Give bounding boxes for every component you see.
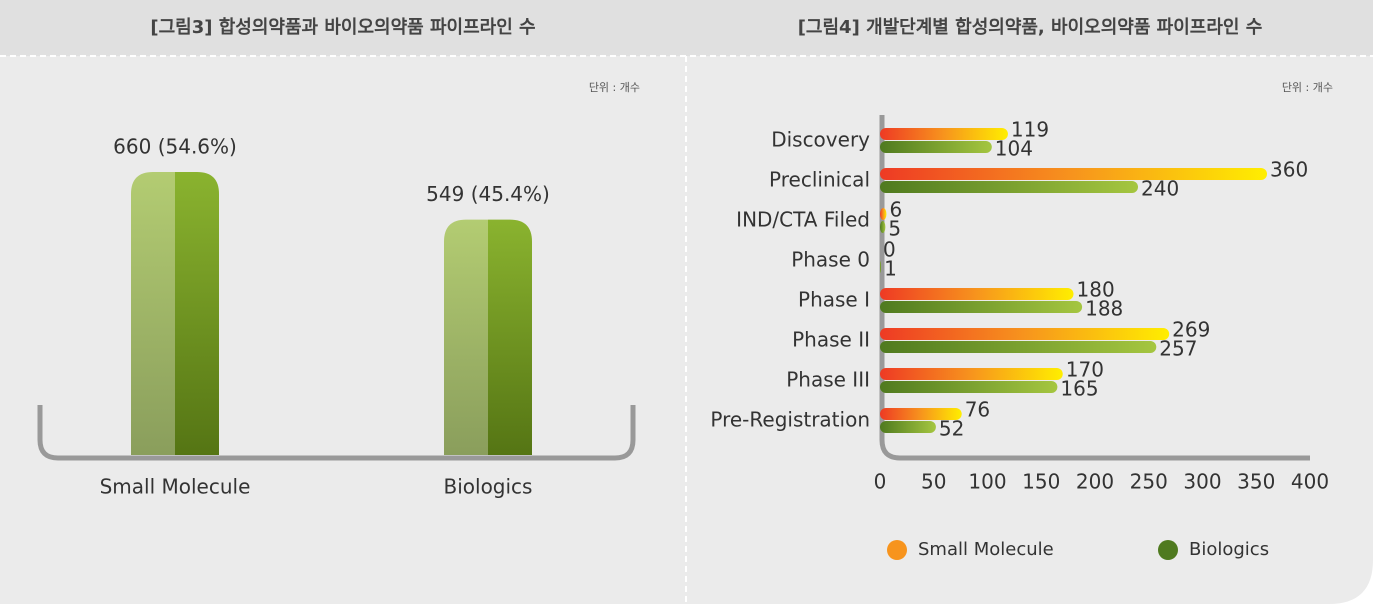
value-label: 1	[884, 257, 897, 281]
y-tick-label: Phase 0	[791, 248, 870, 272]
bar-part	[444, 219, 488, 455]
unit-label: 단위 : 개수	[1282, 81, 1333, 94]
tray	[37, 405, 636, 461]
legend-swatch	[887, 540, 907, 560]
bar	[880, 221, 886, 233]
unit-label: 단위 : 개수	[589, 81, 640, 94]
bar	[880, 328, 1170, 340]
chart-title: [그림4] 개발단계별 합성의약품, 바이오의약품 파이프라인 수	[798, 16, 1263, 38]
x-tick-label: 200	[1076, 470, 1114, 494]
x-tick-label: 100	[968, 470, 1006, 494]
bar	[880, 381, 1058, 393]
bar-part	[175, 172, 219, 455]
y-tick-label: IND/CTA Filed	[736, 208, 870, 232]
value-label: 119	[1011, 118, 1049, 142]
bar	[880, 421, 936, 433]
axis-line	[879, 115, 1310, 461]
legend-label: Biologics	[1189, 539, 1269, 560]
x-tick-label: Biologics	[444, 475, 533, 499]
value-label: 104	[995, 137, 1033, 161]
value-label: 360	[1270, 158, 1308, 182]
bar	[880, 128, 1008, 140]
x-tick-label: 300	[1183, 470, 1221, 494]
value-label: 240	[1141, 177, 1179, 201]
value-label: 180	[1077, 278, 1115, 302]
legend-swatch	[1158, 540, 1178, 560]
y-tick-label: Discovery	[771, 128, 870, 152]
bar	[880, 301, 1083, 313]
value-label: 660 (54.6%)	[113, 135, 237, 159]
value-label: 188	[1085, 297, 1123, 321]
bar	[880, 261, 882, 273]
bar	[444, 219, 532, 455]
bar	[880, 408, 962, 420]
x-tick-label: 400	[1291, 470, 1329, 494]
value-label: 269	[1172, 318, 1210, 342]
value-label: 0	[883, 238, 896, 262]
bar	[131, 172, 219, 455]
y-tick-label: Pre-Registration	[710, 408, 870, 432]
value-label: 76	[965, 398, 990, 422]
legend-label: Small Molecule	[918, 539, 1054, 560]
value-label: 6	[889, 198, 902, 222]
bar-part	[131, 172, 175, 455]
y-tick-label: Phase II	[792, 328, 870, 352]
bar	[880, 341, 1157, 353]
bar-part	[488, 219, 532, 455]
x-tick-label: 350	[1237, 470, 1275, 494]
value-label: 257	[1159, 337, 1197, 361]
value-label: 165	[1060, 377, 1098, 401]
x-tick-label: 50	[921, 470, 946, 494]
x-tick-label: 150	[1022, 470, 1060, 494]
bar	[880, 208, 887, 220]
value-label: 549 (45.4%)	[426, 182, 550, 206]
bar	[880, 141, 992, 153]
bar	[880, 181, 1138, 193]
bar	[880, 288, 1074, 300]
x-tick-label: 0	[874, 470, 887, 494]
y-tick-label: Preclinical	[769, 168, 870, 192]
y-tick-label: Phase I	[798, 288, 870, 312]
bar	[880, 168, 1267, 180]
bar	[880, 368, 1063, 380]
x-tick-label: Small Molecule	[100, 475, 251, 499]
value-label: 52	[939, 417, 964, 441]
chart-title: [그림3] 합성의약품과 바이오의약품 파이프라인 수	[150, 16, 535, 38]
header-band	[0, 0, 1373, 56]
x-tick-label: 250	[1130, 470, 1168, 494]
y-tick-label: Phase III	[786, 368, 870, 392]
value-label: 5	[888, 217, 901, 241]
value-label: 170	[1066, 358, 1104, 382]
